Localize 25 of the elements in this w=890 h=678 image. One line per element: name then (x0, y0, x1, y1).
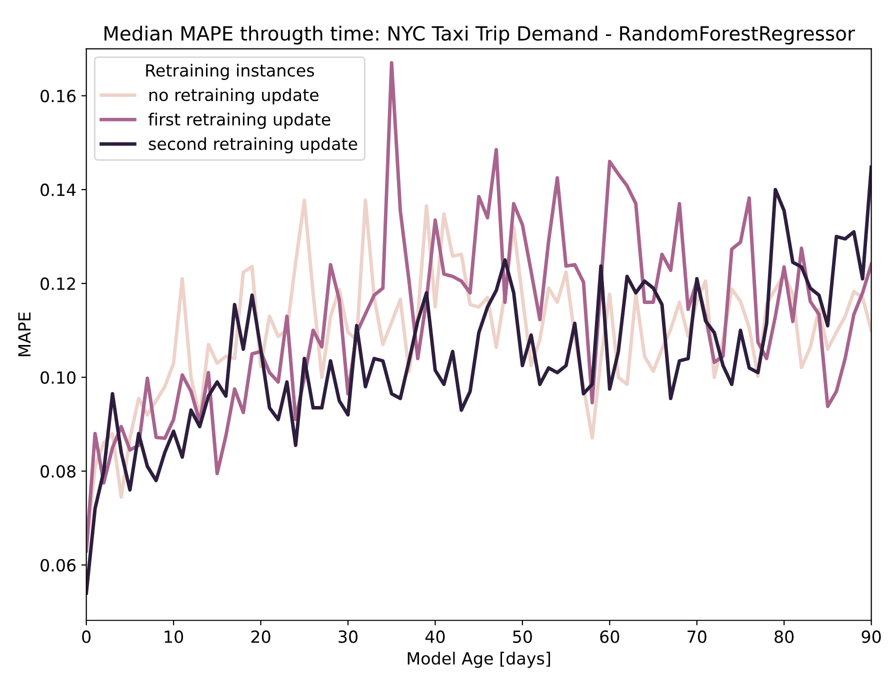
x-tick-label: 60 (600, 630, 620, 643)
x-tick-label: 10 (164, 630, 184, 643)
y-tick-label: 0.14 (40, 184, 76, 196)
legend-label: first retraining update (148, 112, 330, 129)
x-tick-label: 90 (862, 630, 881, 643)
x-tick-label: 0 (82, 630, 91, 643)
x-tick-label: 30 (338, 630, 358, 643)
y-tick-label: 0.10 (40, 371, 76, 384)
x-tick-label: 80 (774, 630, 794, 643)
y-tick-label: 0.12 (40, 277, 75, 290)
x-axis-title: Model Age [days] (408, 652, 550, 668)
legend-label: second retraining update (148, 137, 358, 154)
x-tick-label: 20 (251, 630, 270, 643)
line-series (86, 61, 872, 553)
x-tick-label: 70 (688, 630, 706, 643)
y-tick-label: 0.06 (40, 558, 76, 572)
x-tick-label: 40 (425, 630, 445, 643)
x-tick-label: 50 (513, 630, 532, 643)
line-series (86, 165, 872, 595)
legend-label: no retraining update (150, 88, 318, 104)
chart-title: Median MAPE througth time: NYC Taxi Trip Demand - RandomForestRegressor (104, 26, 855, 45)
y-tick-label: 0.16 (40, 90, 76, 102)
y-axis-title: MAPE (18, 312, 30, 356)
legend-title: Retraining instances (146, 64, 314, 80)
y-tick-label: 0.08 (40, 465, 76, 478)
